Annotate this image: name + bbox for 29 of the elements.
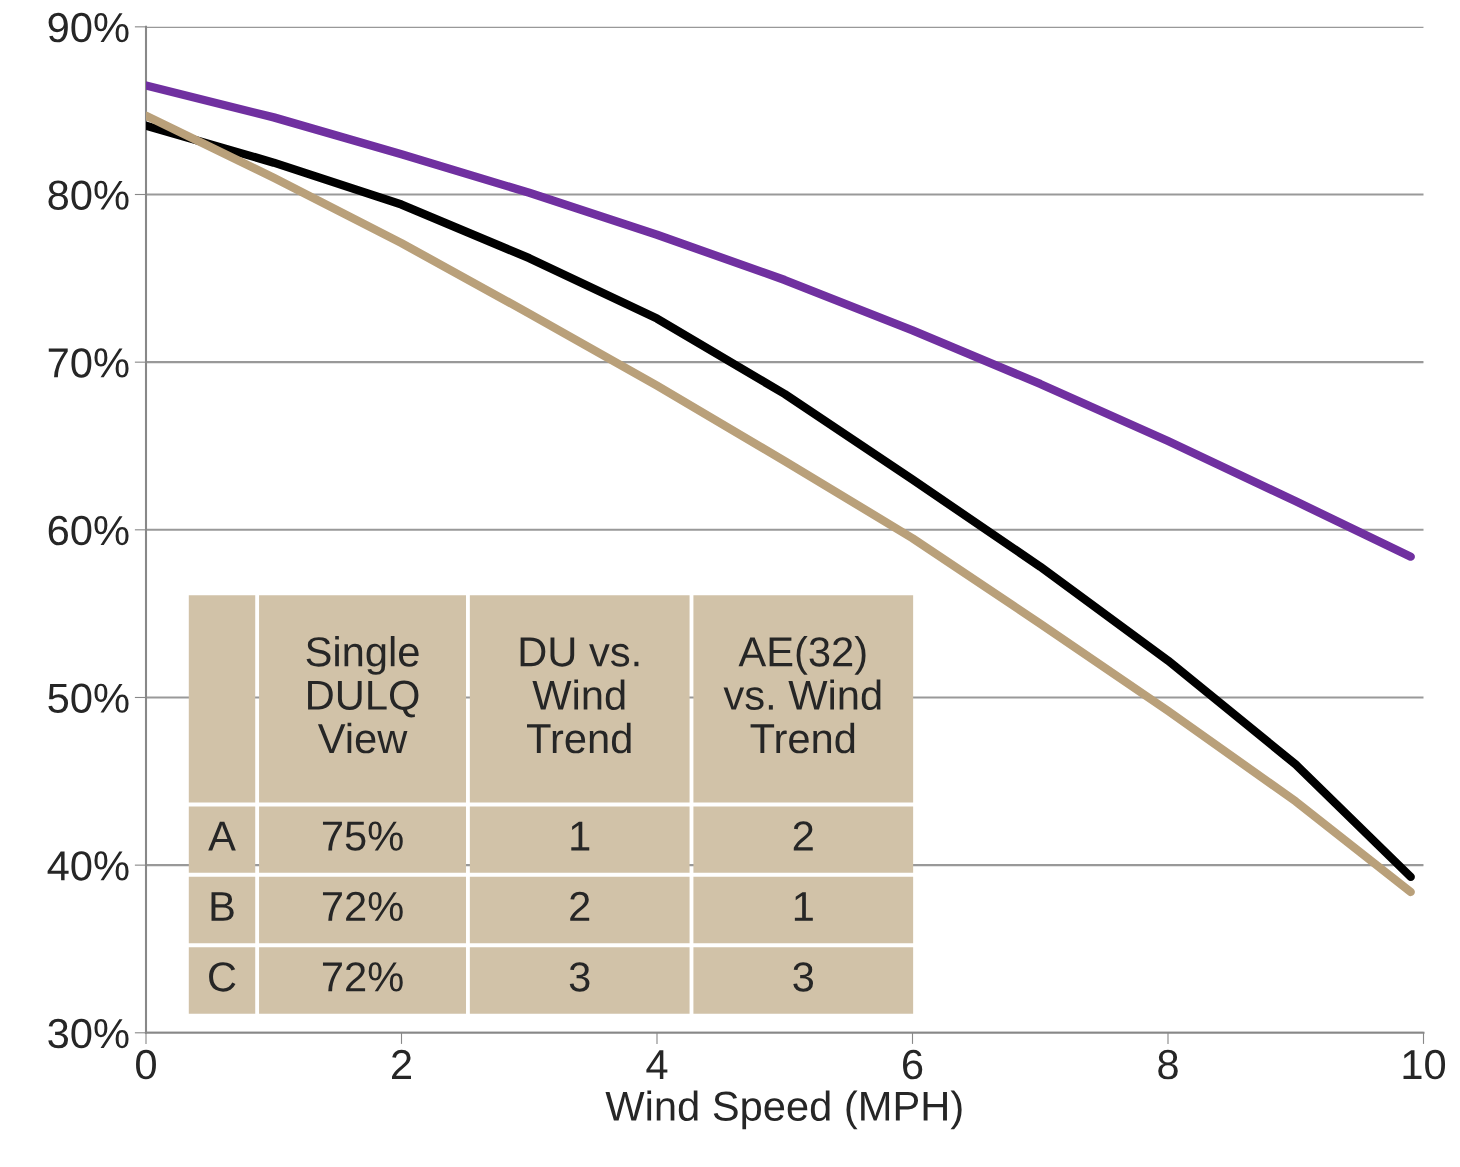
y-tick-label: 70% [48,348,129,378]
annotation: 72% [322,962,403,992]
annotation: 75% [322,821,403,851]
annotation: 2 [570,891,590,921]
y-tick-label: 40% [47,851,129,881]
annotation: DU vs. Wind Trend [520,637,639,754]
x-tick-label: 6 [903,1049,923,1080]
y-tick-label: 60% [48,515,129,546]
x-tick-label: 10 [1403,1049,1446,1080]
x-axis-title: Wind Speed (MPH) [605,1090,962,1130]
y-tick-label: 90% [48,12,129,43]
annotation: A [208,821,236,851]
y-tick-label: 80% [48,180,129,211]
annotation: 1 [571,821,590,851]
annotation: Single DULQ View [306,636,419,754]
x-tick-label: 8 [1158,1049,1178,1080]
annotation: 72% [322,891,403,922]
annotation: AE(32) vs. Wind Trend [723,636,881,754]
y-tick-label: 30% [48,1018,129,1049]
x-tick-label: 2 [392,1049,411,1079]
annotation: C [209,962,236,992]
annotation: 1 [794,892,813,921]
annotation: 3 [793,962,814,992]
annotation: 3 [569,962,590,992]
annotation: 2 [793,821,813,851]
x-tick-label: 4 [646,1050,668,1079]
annotation: B [211,892,234,921]
x-tick-label: 0 [136,1049,156,1080]
y-tick-label: 50% [48,683,129,713]
